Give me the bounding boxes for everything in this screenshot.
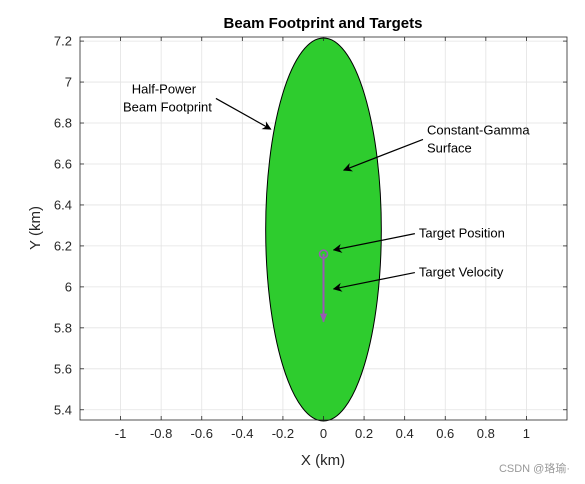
x-tick-label: 0.2 [355, 426, 373, 441]
y-tick-label: 6.2 [54, 238, 72, 253]
x-tick-label: 0.8 [477, 426, 495, 441]
annotation-arrow [215, 97, 272, 130]
y-tick-label: 7.2 [54, 34, 72, 49]
annotation-text: Surface [427, 140, 472, 155]
annotation-text: Target Velocity [419, 265, 504, 280]
y-axis-label: Y (km) [27, 206, 44, 250]
annotation-text: Beam Footprint [123, 99, 212, 114]
annotation-text: Half-Power [132, 81, 197, 96]
chart-title: Beam Footprint and Targets [224, 15, 423, 32]
y-tick-label: 6.6 [54, 156, 72, 171]
plot-area [265, 37, 382, 422]
axis-ticks: -1 -0.8 -0.6 -0.4 -0.2 0 0.2 0.4 0.6 0.8 1 5.4 5.6 5.… [54, 34, 567, 441]
annotation-arrow [332, 233, 415, 253]
y-tick-label: 6.4 [54, 197, 72, 212]
x-tick-label: 0.4 [396, 426, 414, 441]
x-axis-label: X (km) [301, 452, 345, 469]
x-tick-label: -0.4 [231, 426, 253, 441]
x-tick-label: -1 [115, 426, 127, 441]
y-tick-label: 5.8 [54, 320, 72, 335]
annotation-text: Constant-Gamma [427, 122, 530, 137]
annotations: Half-Power Beam Footprint Constant-Gamma Su… [123, 81, 530, 292]
y-tick-label: 6.8 [54, 116, 72, 131]
x-tick-label: -0.6 [191, 426, 213, 441]
target-position-marker [318, 249, 329, 259]
y-tick-label: 6 [65, 279, 72, 294]
x-tick-label: -0.8 [150, 426, 172, 441]
y-tick-label: 5.4 [54, 402, 72, 417]
y-tick-label: 5.6 [54, 361, 72, 376]
annotation-arrow [342, 138, 424, 172]
annotation-arrow [332, 271, 415, 292]
x-tick-label: 0 [320, 426, 327, 441]
x-tick-label: 0.6 [436, 426, 454, 441]
annotation-text: Target Position [419, 226, 505, 241]
x-tick-label: 1 [523, 426, 530, 441]
watermark: CSDN @珞瑜· [499, 461, 570, 475]
y-tick-label: 7 [65, 75, 72, 90]
beam-footprint-ellipse [265, 37, 382, 422]
x-tick-label: -0.2 [272, 426, 294, 441]
